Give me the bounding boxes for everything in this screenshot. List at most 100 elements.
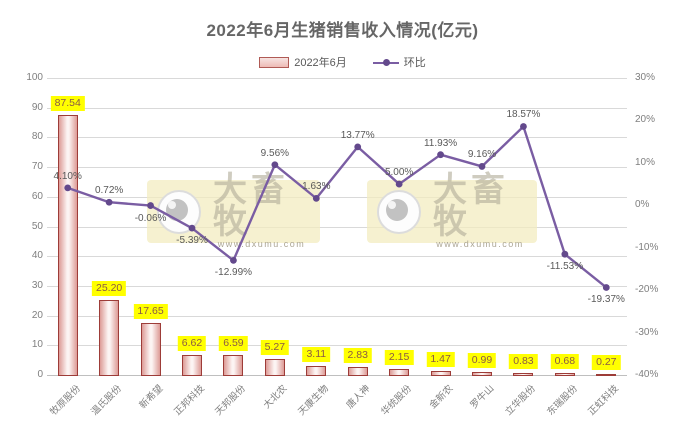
bar-value-label: 0.27 <box>592 354 621 370</box>
bar-series-swatch-icon <box>259 56 290 68</box>
line-value-label: 9.16% <box>467 149 497 161</box>
bar <box>99 300 120 376</box>
line-value-label: -11.53% <box>546 261 584 273</box>
bar-value-label: 0.68 <box>550 353 580 369</box>
gridline <box>47 375 627 376</box>
y-axis-right-tick-label: -30% <box>635 326 659 338</box>
gridline <box>47 196 627 198</box>
bar-value-label: 1.47 <box>426 351 455 367</box>
line-point-marker <box>271 161 279 169</box>
y-axis-right-tick-label: -10% <box>635 241 659 253</box>
line-value-label: 0.72% <box>94 185 124 197</box>
y-axis-left-tick-label: 0 <box>37 369 43 380</box>
gridline <box>47 226 627 228</box>
line-value-label: 13.77% <box>340 129 375 141</box>
watermark-right: 大畜牧 www.dxumu.com <box>367 173 537 249</box>
bar <box>223 355 244 376</box>
bar <box>57 115 78 376</box>
line-point-marker <box>147 202 154 209</box>
bar <box>347 366 368 376</box>
bar-value-label: 17.65 <box>133 303 168 319</box>
bar-value-label: 6.62 <box>177 336 207 352</box>
bar-value-label: 2.15 <box>384 349 414 365</box>
line-point-marker <box>437 151 444 159</box>
bar <box>306 365 327 376</box>
watermark-left: 大畜牧 www.dxumu.com <box>147 173 320 249</box>
gridline <box>47 167 627 169</box>
y-axis-right-tick-label: 30% <box>635 72 656 83</box>
y-axis-left-tick-label: 70 <box>31 161 43 173</box>
bar-value-label: 6.59 <box>219 336 248 352</box>
line-point-marker <box>561 250 569 258</box>
legend: 2022年6月 环比 <box>0 54 685 70</box>
bar <box>182 355 202 376</box>
y-axis-left-tick-label: 30 <box>31 279 43 291</box>
line-value-label: -5.39% <box>176 235 208 247</box>
gridline <box>47 256 627 258</box>
watermark-brand-text: 大畜牧 <box>213 171 289 241</box>
bar <box>554 372 575 376</box>
bar <box>513 372 534 376</box>
bar-value-label: 25.20 <box>92 281 127 297</box>
line-value-label: 9.56% <box>260 147 290 159</box>
legend-item-bar-series: 2022年6月 <box>259 54 347 70</box>
line-value-label: 1.63% <box>302 181 331 193</box>
gridline <box>47 345 627 347</box>
bar-value-label: 0.99 <box>467 353 497 369</box>
legend-item-line-series: 环比 <box>372 54 426 70</box>
line-value-label: 11.93% <box>423 137 458 149</box>
bar <box>389 368 410 376</box>
bar-value-label: 87.54 <box>50 96 85 111</box>
line-point-marker <box>602 284 610 291</box>
line-point-marker <box>354 143 362 151</box>
line-point-marker <box>478 163 486 170</box>
gridline <box>47 315 627 317</box>
y-axis-left-tick-label: 20 <box>31 309 43 321</box>
y-axis-right-tick-label: -20% <box>635 284 659 296</box>
bar <box>472 372 492 376</box>
gridline <box>47 137 627 139</box>
line-point-marker <box>188 224 196 232</box>
y-axis-left-tick-label: 40 <box>31 250 43 262</box>
bar <box>596 373 617 376</box>
legend-line-label: 环比 <box>403 57 426 69</box>
line-point-marker <box>312 194 320 202</box>
line-value-label: 4.10% <box>53 170 82 182</box>
line-point-marker <box>105 198 113 206</box>
bar-value-label: 0.83 <box>509 353 538 369</box>
line-value-label: -19.37% <box>587 294 625 306</box>
y-axis-left-tick-label: 90 <box>31 101 43 113</box>
y-axis-left-tick-label: 100 <box>26 72 43 83</box>
bar-value-label: 5.27 <box>260 340 290 356</box>
bar <box>264 359 285 376</box>
watermark-url-text: www.dxumu.com <box>217 239 306 249</box>
line-series-swatch-icon <box>372 58 399 67</box>
line-point-marker <box>520 123 527 130</box>
y-axis-left-tick-label: 60 <box>31 190 43 202</box>
y-axis-left-tick-label: 80 <box>31 131 43 143</box>
watermark-url-text: www.dxumu.com <box>436 239 524 249</box>
line-value-label: 18.57% <box>506 109 541 121</box>
legend-bar-label: 2022年6月 <box>294 57 347 69</box>
y-axis-left-tick-label: 10 <box>31 339 43 351</box>
watermark-brand-text: 大畜牧 <box>433 171 509 241</box>
y-axis-right-tick-label: 20% <box>635 114 656 126</box>
camera-lens-icon <box>377 189 421 234</box>
chart-title: 2022年6月生猪销售收入情况(亿元) <box>206 21 479 40</box>
line-point-marker <box>64 184 72 192</box>
bar <box>430 370 451 376</box>
line-value-label: -0.06% <box>134 212 167 224</box>
gridline <box>47 285 627 287</box>
bar <box>140 322 161 376</box>
y-axis-left-tick-label: 50 <box>31 220 43 232</box>
bar-value-label: 2.83 <box>343 347 372 363</box>
y-axis-right-tick-label: -40% <box>635 369 659 380</box>
line-point-marker <box>395 180 403 188</box>
line-value-label: 5.00% <box>384 167 414 179</box>
y-axis-right-tick-label: 10% <box>635 156 656 168</box>
bar-value-label: 3.11 <box>302 346 331 362</box>
y-axis-right-tick-label: 0% <box>635 199 650 211</box>
gridline <box>47 78 627 79</box>
